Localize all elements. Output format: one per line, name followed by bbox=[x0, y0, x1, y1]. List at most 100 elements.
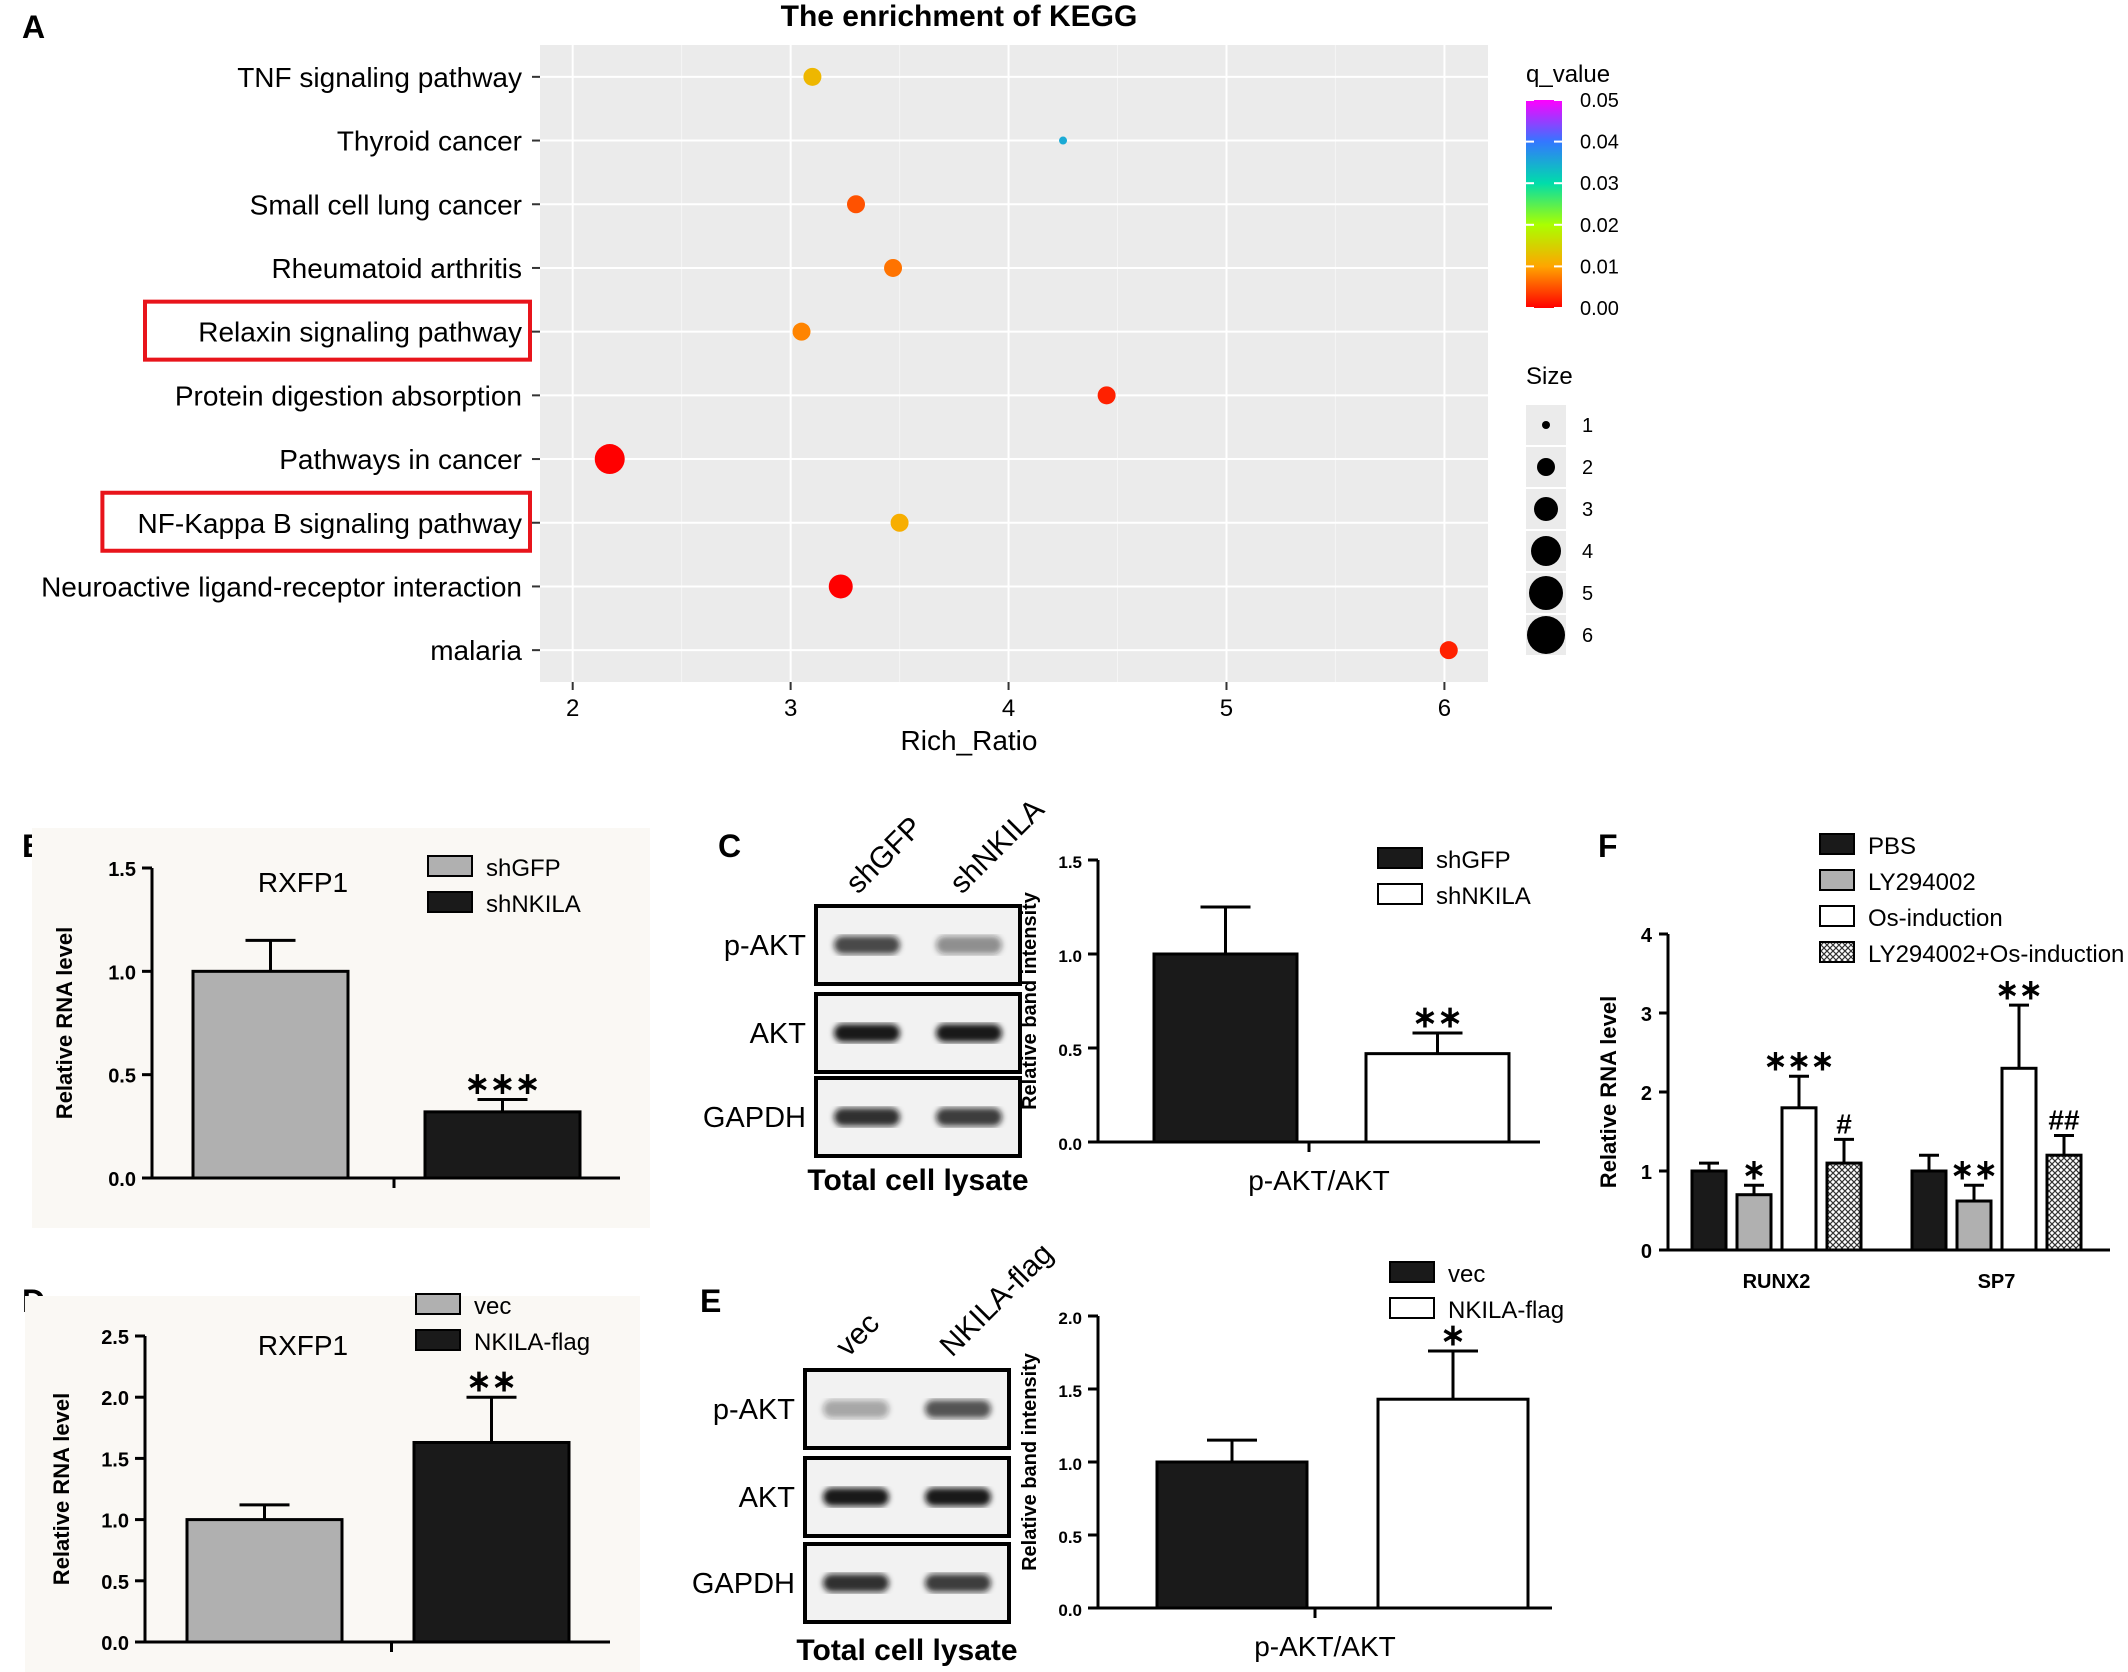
blot-caption: Total cell lysate bbox=[796, 1634, 1017, 1667]
significance-mark: ∗∗∗ bbox=[1764, 1045, 1834, 1076]
bar bbox=[1825, 1161, 1863, 1252]
legend-label: vec bbox=[474, 1293, 511, 1320]
lane-label: shNKILA bbox=[944, 793, 1051, 900]
y-tick-label: 0.0 bbox=[1058, 1601, 1082, 1620]
bar bbox=[2045, 1153, 2083, 1252]
category-label: SP7 bbox=[1978, 1271, 2016, 1293]
bar bbox=[1780, 1106, 1818, 1252]
bar bbox=[2000, 1066, 2038, 1252]
colorbar-label: 0.02 bbox=[1580, 215, 1619, 237]
blot-caption: Total cell lysate bbox=[807, 1164, 1028, 1197]
legend-label: shNKILA bbox=[1436, 883, 1531, 910]
protein-band bbox=[936, 1024, 1002, 1042]
y-tick-label: 1.5 bbox=[101, 1449, 129, 1471]
rxfp1-overexpression-chart: 0.0 0.5 1.0 1.5 2.0 2.5 Relative RNA level ∗∗ RX… bbox=[25, 1293, 640, 1672]
protein-band bbox=[925, 1574, 991, 1592]
category-label: TNF signaling pathway bbox=[237, 62, 522, 93]
legend-label: LY294002+Os-induction bbox=[1868, 941, 2124, 968]
legend-swatch bbox=[1819, 833, 1855, 855]
legend-label: shGFP bbox=[1436, 847, 1511, 874]
data-point bbox=[884, 258, 903, 277]
size-key-dot bbox=[1529, 576, 1563, 610]
legend-swatch bbox=[1819, 941, 1855, 963]
x-tick-label: 6 bbox=[1438, 695, 1451, 722]
legend-label: vec bbox=[1448, 1261, 1485, 1288]
y-tick-label: 1.5 bbox=[1058, 853, 1082, 872]
bar bbox=[1152, 952, 1299, 1144]
category-label: Protein digestion absorption bbox=[175, 380, 522, 411]
legend-swatch bbox=[427, 891, 473, 913]
lane-label: vec bbox=[830, 1307, 886, 1363]
data-point bbox=[792, 322, 811, 341]
protein-band bbox=[925, 1400, 991, 1418]
protein-band bbox=[823, 1488, 889, 1506]
y-axis-label: Relative RNA level bbox=[52, 927, 77, 1119]
significance-mark: ∗ bbox=[1440, 1319, 1465, 1352]
legend-label: NKILA-flag bbox=[474, 1329, 590, 1356]
data-point bbox=[1097, 386, 1116, 405]
colorbar bbox=[1526, 100, 1562, 308]
y-tick-label: 1.0 bbox=[101, 1511, 129, 1533]
significance-mark: ## bbox=[2048, 1104, 2080, 1135]
category-label: Rheumatoid arthritis bbox=[271, 253, 522, 284]
chart-title: The enrichment of KEGG bbox=[781, 0, 1138, 33]
size-key-label: 2 bbox=[1582, 457, 1593, 479]
category-label: Neuroactive ligand-receptor interaction bbox=[41, 571, 522, 602]
y-tick-label: 2.0 bbox=[1058, 1309, 1082, 1328]
lane-label: shGFP bbox=[840, 811, 929, 900]
bar bbox=[1364, 1052, 1511, 1144]
legend-label: shGFP bbox=[486, 855, 561, 882]
rxfp1-knockdown-chart: 0.0 0.5 1.0 1.5 Relative RNA level ∗∗∗ RXFP1 sh… bbox=[32, 828, 650, 1228]
significance-mark: ∗∗ bbox=[466, 1365, 516, 1398]
protein-band bbox=[834, 1108, 900, 1126]
highlight-box bbox=[143, 299, 532, 362]
category-label: Relaxin signaling pathway bbox=[198, 317, 522, 348]
size-key-label: 3 bbox=[1582, 499, 1593, 521]
x-tick-label: 4 bbox=[1002, 695, 1015, 722]
bar bbox=[1376, 1397, 1530, 1610]
x-axis-label: p-AKT/AKT bbox=[1254, 1631, 1396, 1662]
y-tick-label: 1.0 bbox=[1058, 947, 1082, 966]
y-axis-label: Relative RNA level bbox=[49, 1393, 74, 1585]
y-tick-label: 2 bbox=[1641, 1083, 1652, 1105]
row-label: p-AKT bbox=[713, 1394, 795, 1426]
significance-mark: ∗∗∗ bbox=[465, 1067, 540, 1100]
significance-mark: ∗∗ bbox=[1951, 1154, 1998, 1185]
size-key-label: 6 bbox=[1582, 625, 1593, 647]
y-axis-label: Relative band intensity bbox=[1019, 1352, 1041, 1571]
legend-swatch bbox=[415, 1293, 461, 1315]
legend-label: shNKILA bbox=[486, 891, 581, 918]
row-label: GAPDH bbox=[692, 1568, 795, 1600]
legend-label: PBS bbox=[1868, 833, 1916, 860]
category-label: Small cell lung cancer bbox=[250, 189, 522, 220]
legend-label: NKILA-flag bbox=[1448, 1297, 1564, 1324]
y-tick-label: 2.0 bbox=[101, 1388, 129, 1410]
size-key-label: 4 bbox=[1582, 541, 1593, 563]
y-axis-label: Relative RNA level bbox=[1596, 996, 1621, 1188]
legend-swatch bbox=[427, 855, 473, 877]
y-tick-label: 0.0 bbox=[1058, 1135, 1082, 1154]
protein-band bbox=[823, 1400, 889, 1418]
category-label: Thyroid cancer bbox=[337, 126, 522, 157]
row-label: p-AKT bbox=[724, 930, 806, 962]
legend-swatch bbox=[415, 1329, 461, 1351]
data-point bbox=[1059, 136, 1068, 145]
panel-label-e: E bbox=[700, 1283, 721, 1319]
row-label: AKT bbox=[739, 1482, 796, 1514]
bar bbox=[1690, 1169, 1728, 1252]
size-key-dot bbox=[1542, 421, 1550, 429]
y-tick-label: 1 bbox=[1641, 1162, 1652, 1184]
western-blot-e: vec NKILA-flag p-AKT AKT GAPDH Total cell lys… bbox=[692, 1237, 1060, 1667]
y-tick-label: 0.5 bbox=[1058, 1041, 1082, 1060]
panel-label-f: F bbox=[1598, 828, 1618, 864]
pakt-knockdown-chart: 0.0 0.5 1.0 1.5 Relative band intensity ∗∗ p-A… bbox=[1019, 847, 1540, 1196]
y-tick-label: 0.5 bbox=[1058, 1528, 1082, 1547]
bar bbox=[191, 969, 350, 1180]
data-point bbox=[594, 444, 625, 475]
size-key-dot bbox=[1537, 458, 1555, 476]
row-label: AKT bbox=[750, 1018, 807, 1050]
protein-band bbox=[925, 1488, 991, 1506]
